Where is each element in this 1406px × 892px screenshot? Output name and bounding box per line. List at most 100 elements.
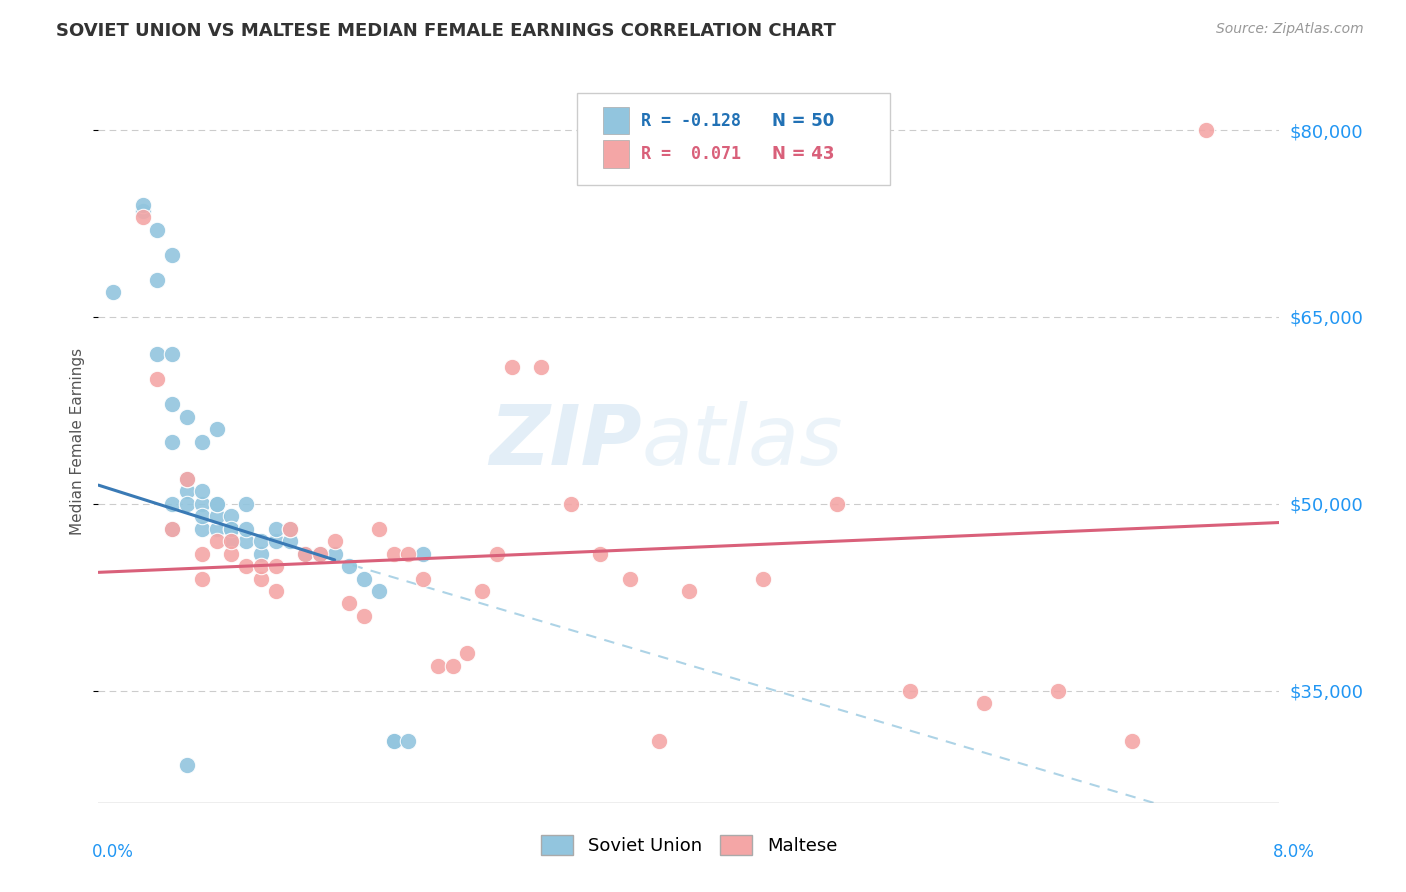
Point: [382, 733, 405, 747]
Text: N = 43: N = 43: [772, 145, 834, 163]
Point: [205, 497, 228, 511]
Point: [250, 572, 273, 586]
Point: [162, 522, 183, 536]
Point: [412, 572, 434, 586]
Point: [221, 534, 243, 549]
Point: [205, 497, 228, 511]
Point: [176, 472, 198, 486]
Point: [530, 359, 553, 374]
Point: [973, 696, 995, 710]
Point: [191, 572, 214, 586]
Legend: Soviet Union, Maltese: Soviet Union, Maltese: [533, 828, 845, 863]
Point: [146, 272, 169, 286]
Point: [250, 547, 273, 561]
Point: [382, 547, 405, 561]
Point: [294, 547, 316, 561]
Point: [191, 522, 214, 536]
Point: [205, 522, 228, 536]
Point: [678, 584, 700, 599]
Point: [900, 683, 922, 698]
Point: [264, 584, 287, 599]
Point: [353, 572, 375, 586]
Point: [221, 522, 243, 536]
Point: [1046, 683, 1070, 698]
Point: [146, 372, 169, 386]
Point: [825, 497, 848, 511]
Point: [280, 522, 302, 536]
Text: R =  0.071: R = 0.071: [641, 145, 741, 163]
Point: [176, 484, 198, 499]
Point: [280, 522, 302, 536]
Point: [752, 572, 775, 586]
Point: [441, 658, 464, 673]
FancyBboxPatch shape: [576, 93, 890, 185]
Text: Source: ZipAtlas.com: Source: ZipAtlas.com: [1216, 22, 1364, 37]
Point: [205, 509, 228, 524]
Point: [132, 198, 155, 212]
Point: [162, 248, 183, 262]
Point: [191, 484, 214, 499]
Point: [264, 534, 287, 549]
Y-axis label: Median Female Earnings: Median Female Earnings: [70, 348, 86, 535]
Point: [235, 522, 257, 536]
Point: [368, 522, 391, 536]
Point: [412, 547, 434, 561]
Point: [176, 472, 198, 486]
Text: 8.0%: 8.0%: [1272, 843, 1315, 861]
Point: [176, 758, 198, 772]
Point: [132, 211, 155, 225]
Point: [398, 547, 420, 561]
Point: [382, 733, 405, 747]
Point: [353, 609, 375, 624]
Point: [264, 559, 287, 574]
Point: [323, 534, 346, 549]
Point: [294, 547, 316, 561]
FancyBboxPatch shape: [603, 140, 628, 168]
Point: [339, 597, 361, 611]
Point: [398, 733, 420, 747]
Point: [648, 733, 671, 747]
Point: [162, 347, 183, 361]
Point: [235, 497, 257, 511]
Point: [191, 497, 214, 511]
Point: [501, 359, 523, 374]
Point: [221, 522, 243, 536]
Point: [1121, 733, 1143, 747]
Point: [221, 534, 243, 549]
Point: [221, 509, 243, 524]
Text: atlas: atlas: [641, 401, 844, 482]
Point: [309, 547, 332, 561]
Point: [205, 534, 228, 549]
Point: [323, 547, 346, 561]
Point: [235, 534, 257, 549]
Point: [280, 534, 302, 549]
Point: [191, 547, 214, 561]
Point: [427, 658, 450, 673]
Point: [457, 646, 479, 660]
Point: [1195, 123, 1218, 137]
Point: [191, 434, 214, 449]
Point: [162, 434, 183, 449]
Point: [221, 547, 243, 561]
Point: [162, 497, 183, 511]
Point: [176, 497, 198, 511]
Point: [250, 534, 273, 549]
Point: [486, 547, 509, 561]
Point: [235, 559, 257, 574]
Point: [619, 572, 641, 586]
Point: [176, 409, 198, 424]
Point: [162, 522, 183, 536]
Point: [471, 584, 494, 599]
Point: [103, 285, 125, 299]
Point: [191, 509, 214, 524]
Point: [146, 223, 169, 237]
Text: ZIP: ZIP: [489, 401, 641, 482]
Point: [368, 584, 391, 599]
Point: [250, 559, 273, 574]
Point: [205, 422, 228, 436]
Text: 0.0%: 0.0%: [91, 843, 134, 861]
Point: [132, 204, 155, 219]
Text: N = 50: N = 50: [772, 112, 834, 129]
Point: [146, 347, 169, 361]
Text: SOVIET UNION VS MALTESE MEDIAN FEMALE EARNINGS CORRELATION CHART: SOVIET UNION VS MALTESE MEDIAN FEMALE EA…: [56, 22, 837, 40]
